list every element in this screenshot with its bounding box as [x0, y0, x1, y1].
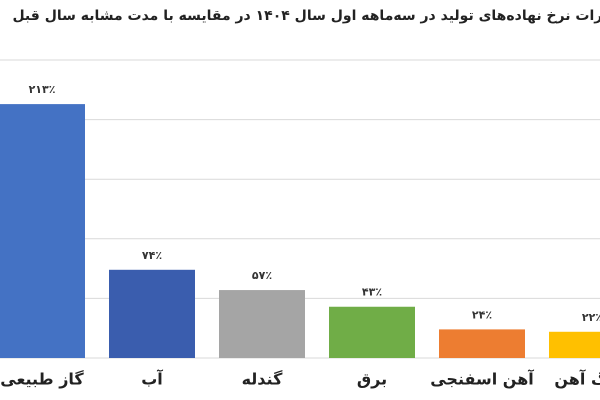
bar — [109, 269, 195, 358]
x-tick-label: گندله — [242, 370, 283, 389]
x-tick-label: سنگ آهن — [554, 369, 600, 389]
x-tick-label: آب — [141, 369, 163, 389]
x-tick-label: آهن اسفنجی — [430, 369, 534, 389]
chart-title: تغییرات نرخ نهاده‌های تولید در سه‌ماهه ا… — [12, 8, 600, 24]
value-label: ۲۴٪ — [472, 308, 492, 321]
value-label: ۲۱۳٪ — [29, 83, 56, 96]
bar — [439, 329, 525, 358]
value-label: ۲۲٪ — [582, 311, 600, 324]
bar — [219, 290, 305, 358]
bar — [0, 104, 85, 358]
value-label: ۵۷٪ — [252, 269, 272, 282]
x-tick-label: برق — [357, 370, 387, 389]
bar — [329, 306, 415, 358]
x-tick-label: گاز طبیعی — [0, 370, 84, 389]
value-label: ۷۴٪ — [142, 249, 162, 262]
value-label: ۴۳٪ — [362, 286, 382, 299]
bar — [549, 331, 600, 358]
